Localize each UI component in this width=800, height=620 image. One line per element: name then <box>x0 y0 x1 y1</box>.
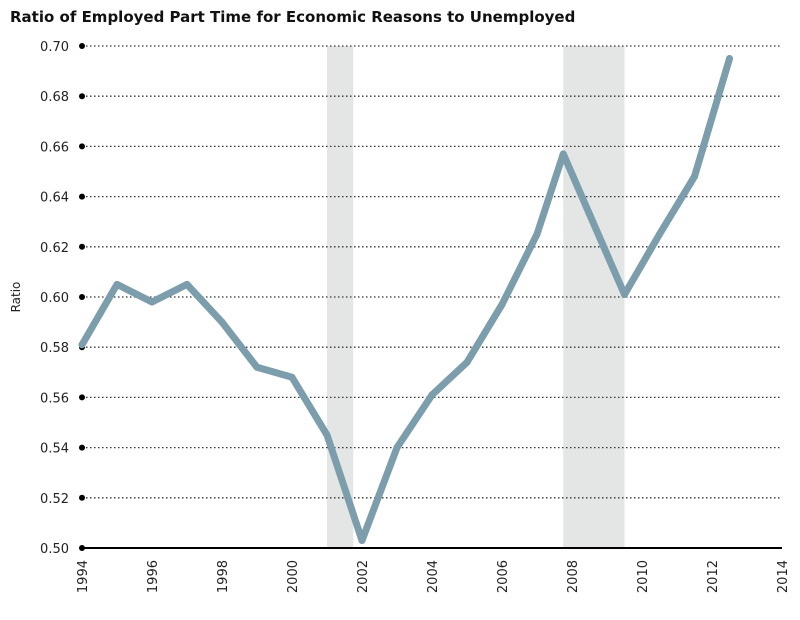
x-tick-label: 2014 <box>776 560 791 593</box>
y-tick-label: 0.68 <box>40 90 69 105</box>
x-tick-label: 1998 <box>216 560 231 593</box>
data-point <box>113 280 121 288</box>
recession-bands <box>327 46 625 548</box>
data-point <box>559 150 567 158</box>
y-tick-label: 0.56 <box>40 391 69 406</box>
data-point <box>358 536 366 544</box>
x-tick-label: 2012 <box>706 560 721 593</box>
grid-lines <box>82 45 782 549</box>
x-tick-labels: 1994 1996 1998 2000 2002 2004 2006 2008 2010 2012… <box>76 560 791 593</box>
y-tick-dot-0.62 <box>79 243 85 250</box>
y-tick-dot-0.54 <box>79 444 85 451</box>
data-point <box>253 363 261 371</box>
x-tick-label: 2000 <box>286 560 301 593</box>
series-lines <box>78 55 733 544</box>
y-tick-dot-0.68 <box>79 93 85 100</box>
data-point <box>218 318 226 326</box>
y-tick-label: 0.58 <box>40 341 69 356</box>
y-tick-label: 0.50 <box>40 542 69 557</box>
y-tick-dot-0.64 <box>79 193 85 200</box>
data-point <box>656 230 663 238</box>
x-tick-label: 2008 <box>566 560 581 593</box>
data-point <box>78 341 86 349</box>
y-tick-dot-0.50 <box>79 545 85 551</box>
y-tick-label: 0.66 <box>40 140 69 155</box>
y-tick-label: 0.62 <box>40 241 69 256</box>
series-line-0 <box>78 55 733 544</box>
y-tick-dot-0.60 <box>79 294 85 300</box>
data-point <box>323 431 331 439</box>
chart-title: Ratio of Employed Part Time for Economic… <box>10 8 575 26</box>
data-point <box>148 298 156 306</box>
x-tick-label: 1996 <box>146 560 161 593</box>
y-tick-dot-0.70 <box>79 43 85 49</box>
y-axis-label: Ratio <box>9 282 23 313</box>
x-tick-label: 2004 <box>426 560 441 593</box>
data-point <box>463 358 471 366</box>
data-point <box>498 301 506 309</box>
y-tick-label: 0.60 <box>40 291 69 306</box>
y-tick-label: 0.70 <box>40 40 69 55</box>
x-tick-label: 2002 <box>356 560 371 593</box>
data-point <box>393 444 401 452</box>
data-point <box>533 230 541 238</box>
x-tick-label: 1994 <box>76 560 91 593</box>
y-tick-dot-0.52 <box>79 494 85 501</box>
data-point <box>586 210 593 218</box>
y-tick-dot-0.56 <box>79 394 85 401</box>
x-tick-label: 2010 <box>636 560 651 593</box>
x-tick-label: 2006 <box>496 560 511 593</box>
y-tick-label: 0.64 <box>40 191 69 206</box>
data-point <box>726 55 733 63</box>
y-tick-dot-0.66 <box>79 143 85 150</box>
data-point <box>288 373 296 381</box>
data-point <box>183 280 191 288</box>
data-point <box>621 290 628 298</box>
y-tick-label: 0.52 <box>40 492 69 507</box>
y-tick-labels: 0.50 0.52 0.54 0.56 0.58 0.60 0.62 0.64 0.66 0.68… <box>40 40 85 557</box>
data-point <box>428 391 436 399</box>
y-tick-label: 0.54 <box>40 442 69 457</box>
data-point <box>691 173 698 181</box>
